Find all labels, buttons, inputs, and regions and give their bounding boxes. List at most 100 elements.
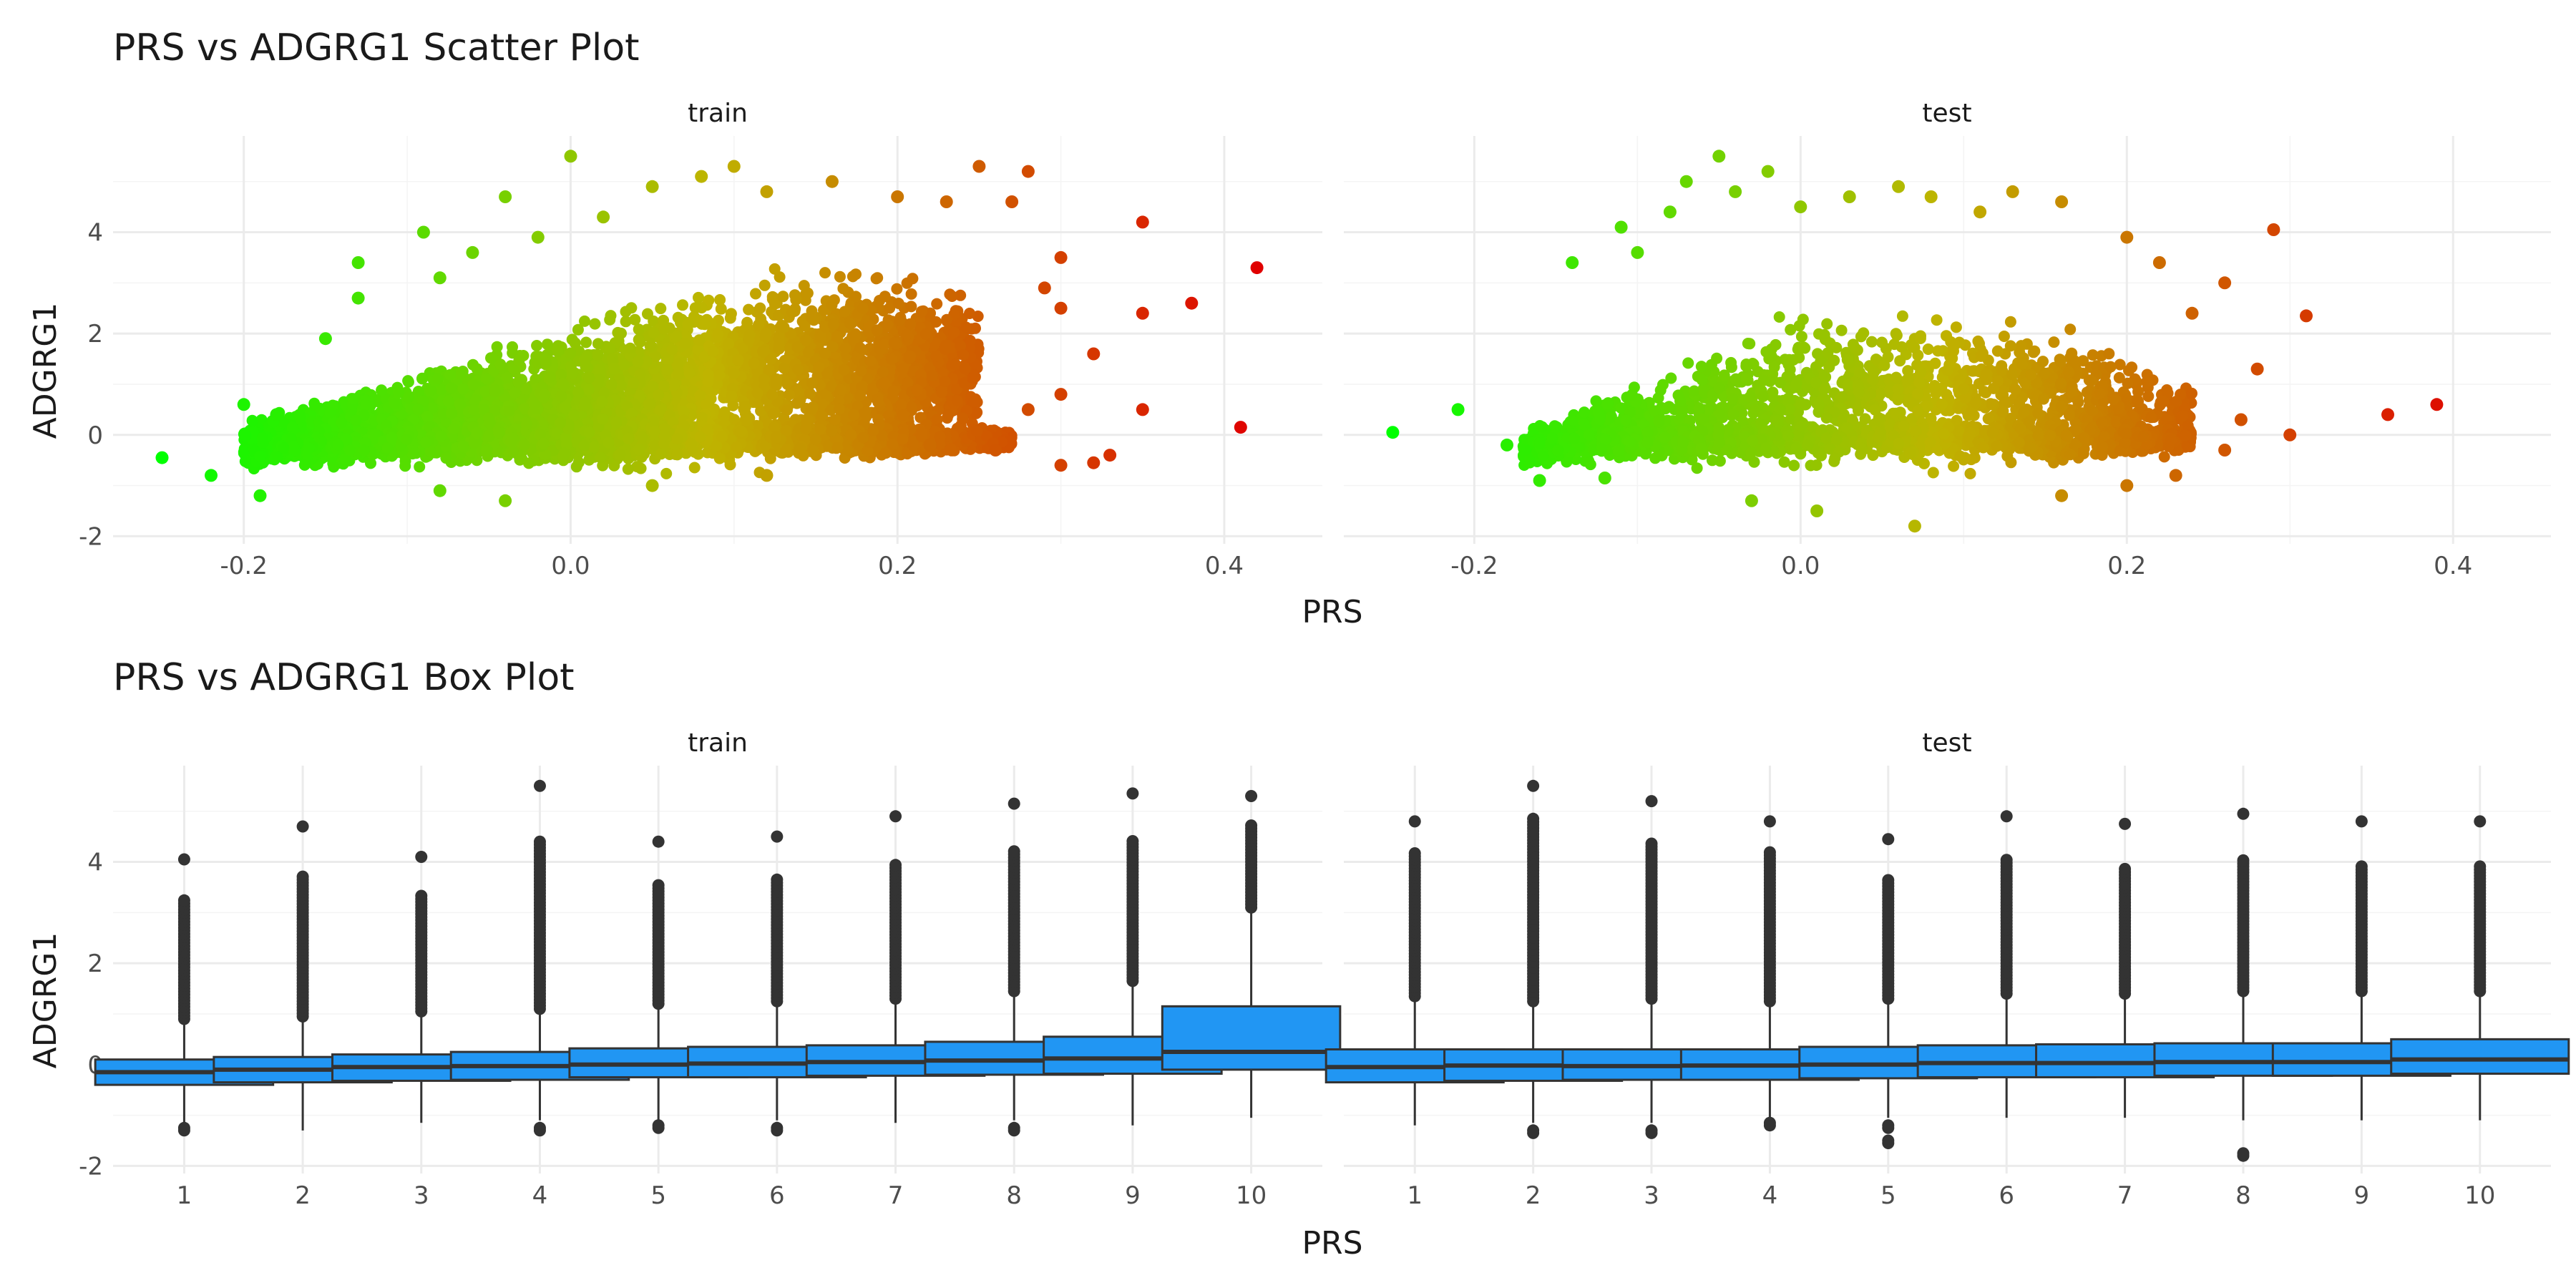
scatter-point: [679, 338, 691, 350]
scatter-point: [421, 411, 434, 423]
scatter-point: [790, 294, 802, 306]
scatter-point: [905, 288, 917, 300]
scatter-point: [964, 334, 976, 346]
scatter-point: [615, 327, 627, 339]
scatter-point: [605, 379, 618, 391]
scatter-point: [773, 343, 785, 355]
scatter-point: [857, 303, 869, 315]
scatter-point: [758, 279, 771, 291]
scatter-point: [703, 294, 715, 306]
scatter-point: [648, 327, 660, 338]
scatter-point: [750, 288, 761, 300]
scatter-point: [644, 340, 656, 352]
scatter-point: [454, 398, 466, 410]
scatter-point: [891, 283, 903, 295]
scatter-point: [414, 461, 426, 473]
scatter-point: [907, 273, 919, 285]
scatter-point: [879, 291, 891, 303]
scatter-point: [743, 329, 756, 341]
scatter-point: [960, 321, 972, 333]
scatter-point: [491, 341, 503, 353]
scatter-point: [620, 306, 632, 318]
scatter-point: [572, 386, 585, 399]
scatter-point: [724, 312, 736, 324]
scatter-point: [813, 361, 824, 374]
scatter-point: [376, 384, 388, 396]
scatter-point: [892, 298, 904, 309]
scatter-point: [683, 367, 696, 379]
scatter-point: [837, 283, 849, 295]
scatter-point: [766, 389, 779, 401]
scatter-point: [254, 450, 266, 462]
scatter-point: [726, 390, 738, 402]
scatter-point: [552, 345, 564, 357]
scatter-point: [854, 389, 866, 401]
scatter-point: [930, 350, 942, 362]
scatter-point: [580, 336, 592, 348]
y-tick-label: -2: [79, 522, 103, 551]
scatter-point: [455, 368, 467, 379]
scatter-point: [501, 371, 513, 384]
scatter-point: [864, 355, 877, 367]
scatter-point: [814, 331, 826, 343]
scatter-point: [569, 337, 581, 349]
scatter-point: [635, 462, 647, 474]
scatter-point: [804, 387, 816, 399]
scatter-point: [834, 403, 845, 415]
scatter-point: [592, 348, 604, 361]
scatter-point: [826, 299, 838, 311]
scatter-point: [879, 376, 891, 389]
scatter-point: [629, 313, 641, 326]
scatter-point: [578, 401, 590, 413]
scatter-point: [748, 357, 760, 369]
scatter-point: [567, 367, 579, 379]
scatter-point: [416, 373, 429, 385]
scatter-point: [754, 302, 766, 314]
scatter-point: [835, 384, 847, 396]
scatter-point: [565, 347, 576, 359]
scatter-point: [666, 343, 678, 356]
scatter-point: [948, 326, 960, 338]
scatter-point: [927, 370, 939, 382]
y-tick-label: 2: [87, 320, 103, 348]
scatter-point: [246, 414, 258, 426]
scatter-point: [767, 407, 779, 419]
x-tick-label: -0.2: [220, 552, 268, 580]
scatter-point: [644, 398, 656, 410]
scatter-point: [555, 390, 567, 402]
scatter-point: [592, 338, 604, 350]
scatter-point: [557, 378, 568, 390]
scatter-point: [808, 314, 820, 326]
scatter-point: [957, 348, 970, 361]
scatter-point: [905, 301, 917, 313]
scatter-point: [308, 397, 321, 409]
scatter-point: [760, 328, 772, 340]
scatter-point: [838, 364, 850, 376]
scatter-point: [480, 373, 492, 384]
scatter-point: [579, 315, 590, 327]
scatter-strip-train: train: [688, 99, 748, 128]
scatter-point: [540, 357, 552, 369]
scatter-point: [672, 368, 684, 380]
x-tick-label: 0.4: [1205, 552, 1244, 580]
scatter-point: [702, 376, 714, 388]
scatter-point: [791, 397, 803, 409]
scatter-point: [596, 396, 608, 408]
scatter-point: [698, 318, 711, 331]
scatter-point: [783, 389, 795, 401]
scatter-point: [632, 356, 644, 368]
scatter-point: [642, 308, 653, 320]
scatter-point: [751, 387, 763, 399]
scatter-point: [712, 328, 724, 341]
scatter-point: [778, 362, 790, 374]
scatter-point: [622, 463, 634, 475]
scatter-point: [694, 389, 706, 401]
scatter-point: [959, 363, 971, 375]
scatter-point: [583, 372, 595, 384]
scatter-point: [442, 395, 454, 407]
scatter-point: [897, 363, 909, 374]
scatter-point: [944, 288, 956, 301]
scatter-point: [604, 342, 616, 354]
scatter-point: [658, 314, 670, 326]
scatter-point: [444, 369, 457, 381]
